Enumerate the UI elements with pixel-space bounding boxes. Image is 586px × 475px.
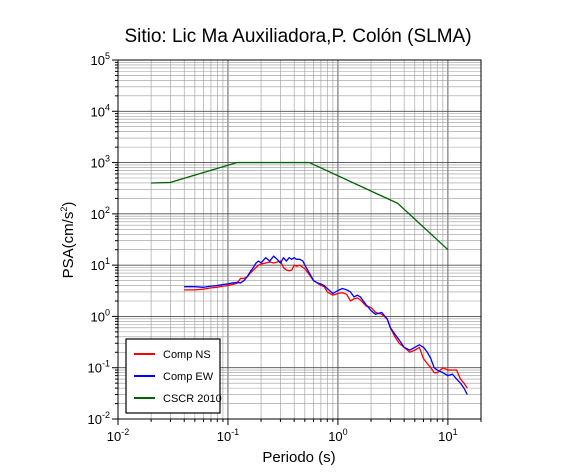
y-tick-label: 100 <box>91 307 110 324</box>
series-line-2 <box>151 161 449 251</box>
y-axis-label: PSA(cm/s2) <box>59 202 77 279</box>
y-tick-label: 104 <box>91 102 110 119</box>
legend-label: Comp NS <box>163 349 211 361</box>
x-tick-labels: 10-2 10-1 100 101 <box>107 427 458 444</box>
x-axis-label: Periodo (s) <box>262 449 335 466</box>
y-tick-label: 10-2 <box>88 410 110 427</box>
legend: Comp NS Comp EW CSCR 2010 <box>125 338 222 414</box>
y-tick-label: 105 <box>91 51 110 68</box>
chart-title: Sitio: Lic Ma Auxiliadora,P. Colón (SLMA… <box>124 26 471 47</box>
legend-label: Comp EW <box>163 371 214 383</box>
x-tick-label: 10-2 <box>107 427 129 444</box>
legend-label: CSCR 2010 <box>163 393 222 405</box>
x-tick-label: 101 <box>438 427 457 444</box>
series-layer <box>151 161 468 395</box>
x-tick-label: 100 <box>328 427 347 444</box>
axis-ticks <box>112 59 482 425</box>
y-tick-label: 102 <box>91 205 110 222</box>
y-tick-label: 10-1 <box>88 359 110 376</box>
series-line-1 <box>184 255 468 395</box>
y-tick-label: 103 <box>91 154 110 171</box>
y-tick-labels: 10-2 10-1 100 101 102 103 104 105 <box>88 51 110 427</box>
x-tick-label: 10-1 <box>217 427 239 444</box>
y-tick-label: 101 <box>91 256 110 273</box>
plot-frame <box>117 59 482 420</box>
